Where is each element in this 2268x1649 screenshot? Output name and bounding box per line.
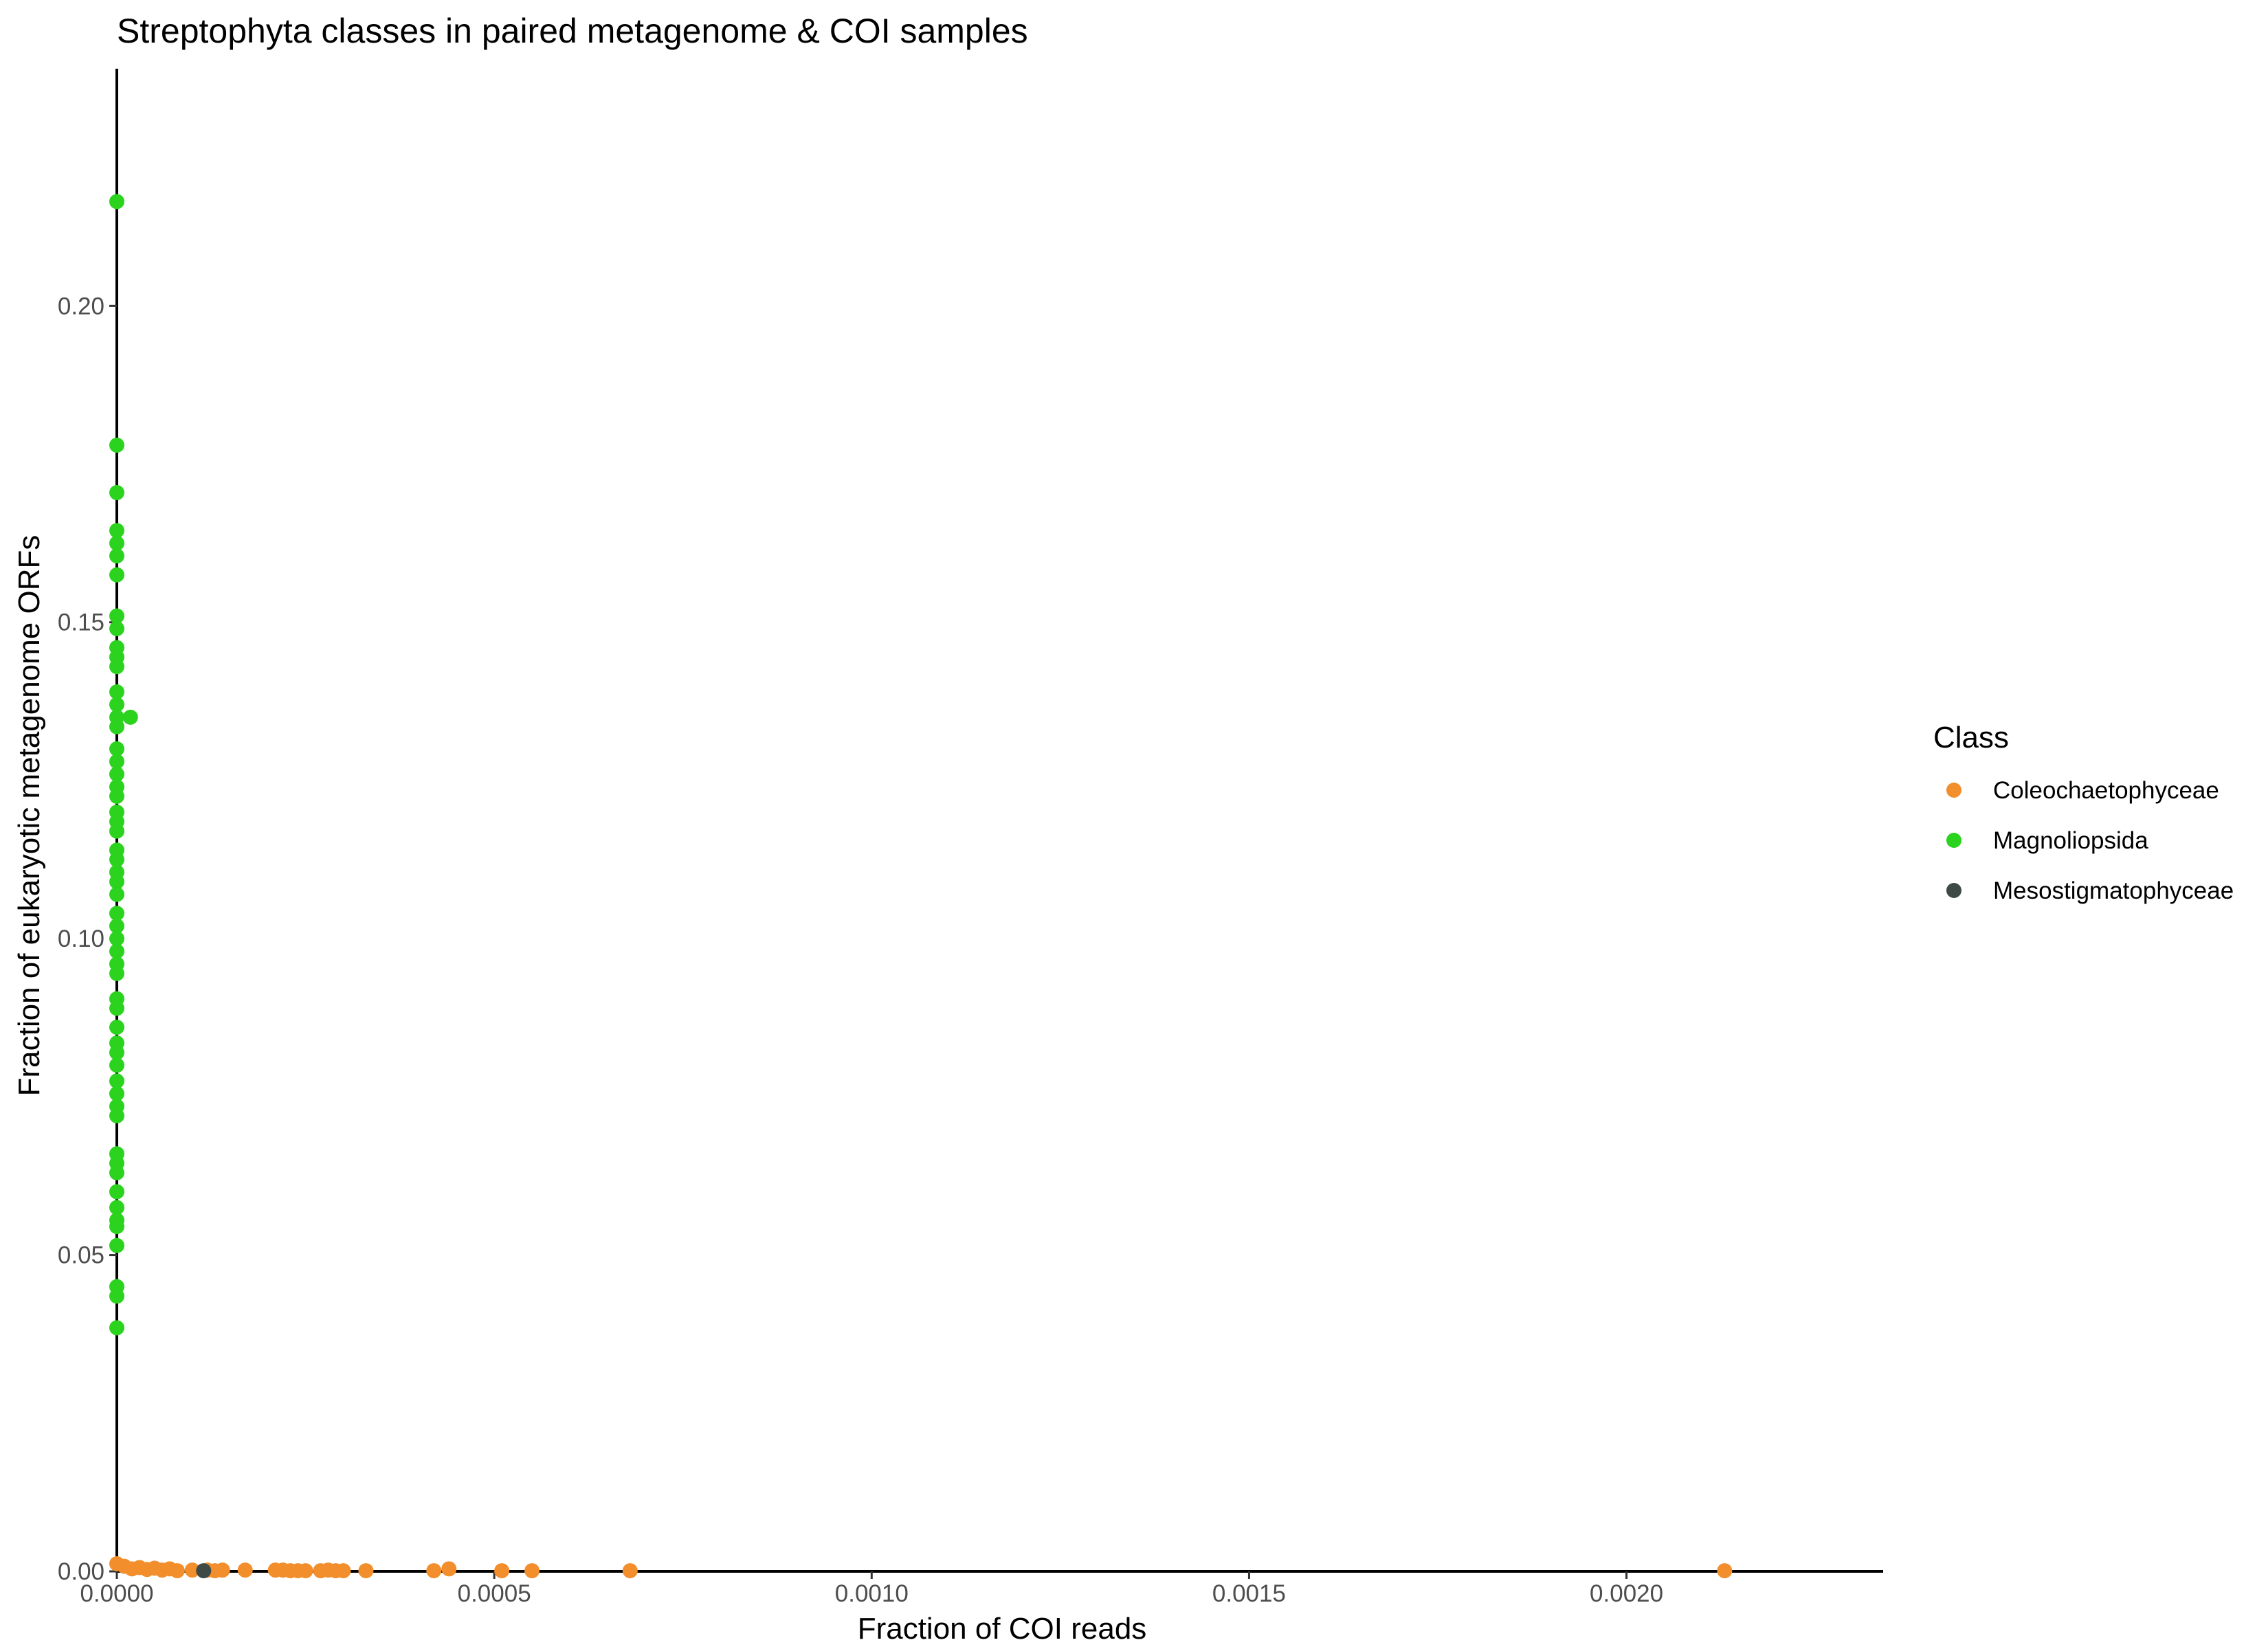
data-point-magnoliopsida — [109, 852, 124, 868]
data-point-magnoliopsida — [109, 965, 124, 981]
data-point-magnoliopsida — [109, 766, 124, 782]
legend-key-magnoliopsida — [1946, 833, 1961, 848]
axes — [115, 69, 1883, 1573]
x-tick-label: 0.0020 — [1590, 1580, 1663, 1607]
x-tick-label: 0.0000 — [80, 1580, 153, 1607]
data-points — [109, 194, 1733, 1579]
data-point-magnoliopsida — [109, 874, 124, 890]
data-point-magnoliopsida — [109, 754, 124, 770]
y-axis-title: Fraction of eukaryotic metagenome ORFs — [12, 535, 46, 1097]
data-point-coleochaetophyceae — [426, 1563, 442, 1579]
data-point-magnoliopsida — [109, 906, 124, 921]
data-point-coleochaetophyceae — [298, 1563, 313, 1579]
data-point-magnoliopsida — [109, 1219, 124, 1235]
data-point-coleochaetophyceae — [441, 1561, 457, 1577]
data-point-coleochaetophyceae — [184, 1562, 200, 1578]
x-tick-label: 0.0005 — [458, 1580, 531, 1607]
data-point-coleochaetophyceae — [169, 1563, 185, 1579]
data-point-magnoliopsida — [109, 918, 124, 934]
legend-label: Mesostigmatophyceae — [1993, 877, 2234, 904]
x-tick-label: 0.0015 — [1212, 1580, 1286, 1607]
data-point-magnoliopsida — [109, 484, 124, 500]
legend-label: Coleochaetophyceae — [1993, 777, 2219, 804]
chart-title: Streptophyta classes in paired metagenom… — [117, 12, 1028, 50]
data-point-coleochaetophyceae — [358, 1563, 374, 1579]
data-point-magnoliopsida — [109, 697, 124, 713]
legend-title: Class — [1933, 721, 2009, 754]
x-tick-label: 0.0010 — [835, 1580, 909, 1607]
data-point-magnoliopsida — [109, 1165, 124, 1180]
data-point-magnoliopsida — [109, 1108, 124, 1123]
y-tick-label: 0.10 — [58, 926, 104, 952]
data-point-coleochaetophyceae — [524, 1563, 540, 1579]
data-point-magnoliopsida — [109, 1020, 124, 1035]
data-point-coleochaetophyceae — [494, 1563, 510, 1579]
data-point-magnoliopsida — [109, 548, 124, 564]
data-point-coleochaetophyceae — [335, 1563, 351, 1579]
data-point-magnoliopsida — [109, 659, 124, 675]
data-point-magnoliopsida — [109, 1237, 124, 1253]
data-point-magnoliopsida — [109, 741, 124, 756]
data-point-coleochaetophyceae — [1717, 1563, 1733, 1579]
data-point-coleochaetophyceae — [622, 1563, 638, 1579]
data-point-magnoliopsida — [109, 620, 124, 636]
data-point-magnoliopsida — [109, 1320, 124, 1336]
data-point-magnoliopsida — [109, 1044, 124, 1060]
data-point-magnoliopsida — [109, 1057, 124, 1073]
data-point-magnoliopsida — [109, 194, 124, 210]
data-point-magnoliopsida — [109, 886, 124, 902]
legend-items: Coleochaetophyceae Magnoliopsida Mesostigm… — [1946, 777, 2234, 904]
data-point-magnoliopsida — [109, 535, 124, 551]
data-point-magnoliopsida — [109, 1200, 124, 1215]
y-ticks: 0.00 0.05 0.10 0.15 0.20 — [58, 293, 117, 1585]
data-point-mesostigmatophyceae — [196, 1563, 212, 1579]
data-point-magnoliopsida — [109, 1086, 124, 1101]
data-point-magnoliopsida — [109, 684, 124, 700]
data-point-magnoliopsida — [109, 1184, 124, 1200]
y-tick-label: 0.15 — [58, 609, 104, 636]
legend-label: Magnoliopsida — [1993, 827, 2148, 854]
data-point-magnoliopsida — [109, 523, 124, 539]
data-point-magnoliopsida — [109, 1073, 124, 1089]
legend-key-coleochaetophyceae — [1946, 783, 1961, 798]
data-point-magnoliopsida — [109, 943, 124, 959]
data-point-magnoliopsida — [109, 567, 124, 583]
data-point-coleochaetophyceae — [237, 1562, 253, 1578]
data-point-coleochaetophyceae — [214, 1562, 230, 1578]
x-axis-title: Fraction of COI reads — [858, 1612, 1147, 1646]
y-tick-label: 0.00 — [58, 1558, 104, 1585]
data-point-magnoliopsida — [109, 608, 124, 624]
legend: Class Coleochaetophyceae Magnoliopsida Mes… — [1933, 721, 2234, 904]
data-point-magnoliopsida — [109, 437, 124, 453]
y-tick-label: 0.05 — [58, 1242, 104, 1269]
x-ticks: 0.0000 0.0005 0.0010 0.0015 0.0020 — [80, 1571, 1663, 1607]
y-tick-label: 0.20 — [58, 293, 104, 319]
data-point-magnoliopsida — [109, 931, 124, 947]
data-point-magnoliopsida — [109, 823, 124, 839]
data-point-magnoliopsida — [109, 1000, 124, 1016]
data-point-magnoliopsida — [109, 788, 124, 804]
data-point-magnoliopsida — [109, 1288, 124, 1304]
data-point-magnoliopsida — [109, 719, 124, 734]
data-point-magnoliopsida — [122, 709, 138, 725]
legend-key-mesostigmatophyceae — [1946, 883, 1961, 898]
